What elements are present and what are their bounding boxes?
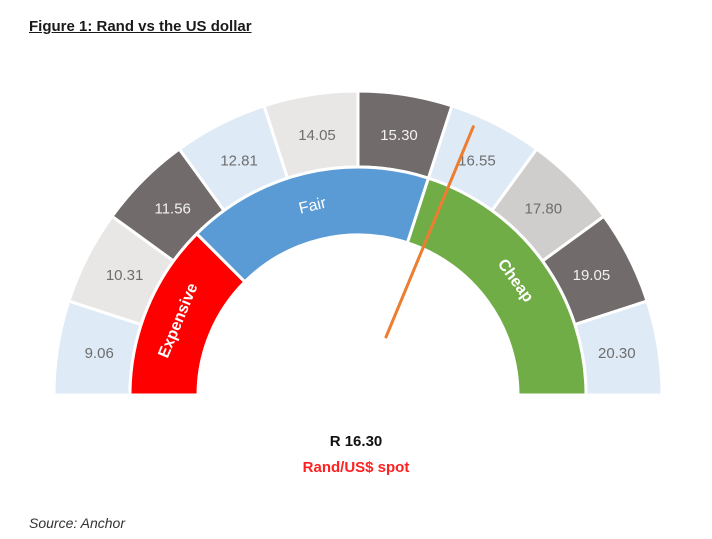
gauge-chart: 9.06 10.31 11.56 12.81 14.05 15.30 16.55 17.80 1… xyxy=(52,89,664,397)
tick-label: 17.80 xyxy=(525,201,563,218)
tick-label: 20.30 xyxy=(598,345,636,362)
tick-label: 12.81 xyxy=(220,153,258,170)
band-label: Fair xyxy=(297,194,328,217)
tick-label: 15.30 xyxy=(380,127,418,144)
tick-label: 19.05 xyxy=(573,267,611,284)
tick-label: 14.05 xyxy=(298,127,336,144)
needle xyxy=(384,125,475,339)
source-note: Source: Anchor xyxy=(29,515,125,531)
tick-label: 16.55 xyxy=(458,153,496,170)
tick-label: 10.31 xyxy=(106,267,144,284)
tick-label: 9.06 xyxy=(85,345,114,362)
tick-label: 11.56 xyxy=(154,201,190,218)
spot-label: Rand/US$ spot xyxy=(302,459,410,476)
spot-value: R 16.30 xyxy=(329,433,383,450)
band-cheap xyxy=(405,176,588,397)
figure-title: Figure 1: Rand vs the US dollar xyxy=(29,18,252,35)
needle-line xyxy=(384,125,475,339)
